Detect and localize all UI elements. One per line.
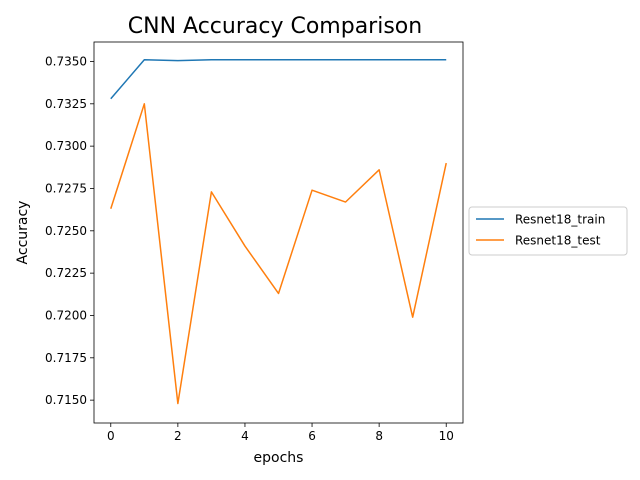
plot-area	[94, 42, 463, 423]
series-layer	[110, 59, 447, 405]
x-tick-label: 10	[439, 429, 454, 443]
y-tick-label: 0.7350	[45, 54, 87, 68]
x-tick-label: 6	[308, 429, 316, 443]
x-tick-label: 8	[375, 429, 383, 443]
x-axis-ticks: 0 2 4 6 8 10	[107, 423, 454, 443]
series-line-resnet18-train	[110, 59, 447, 100]
y-tick-label: 0.7250	[45, 224, 87, 238]
chart-title: CNN Accuracy Comparison	[128, 14, 422, 39]
y-tick-label: 0.7275	[45, 181, 87, 195]
y-axis-label: Accuracy	[15, 201, 31, 265]
y-tick-label: 0.7175	[45, 351, 87, 365]
y-tick-label: 0.7225	[45, 266, 87, 280]
x-tick-label: 2	[174, 429, 182, 443]
x-tick-label: 4	[241, 429, 249, 443]
legend: Resnet18_train Resnet18_test	[468, 206, 628, 256]
y-axis-ticks: 0.7150 0.7175 0.7200 0.7225 0.7250 0.7275 0.73…	[45, 54, 94, 407]
y-tick-label: 0.7325	[45, 97, 87, 111]
plot-frame	[93, 41, 464, 424]
legend-box	[468, 206, 628, 256]
series-line-resnet18-test	[110, 103, 447, 405]
y-tick-label: 0.7300	[45, 139, 87, 153]
legend-label-resnet18-test: Resnet18_test	[515, 234, 601, 248]
x-axis-label: epochs	[254, 450, 304, 466]
y-tick-label: 0.7150	[45, 393, 87, 407]
x-tick-label: 0	[107, 429, 115, 443]
y-tick-label: 0.7200	[45, 308, 87, 322]
legend-label-resnet18-train: Resnet18_train	[515, 213, 605, 227]
